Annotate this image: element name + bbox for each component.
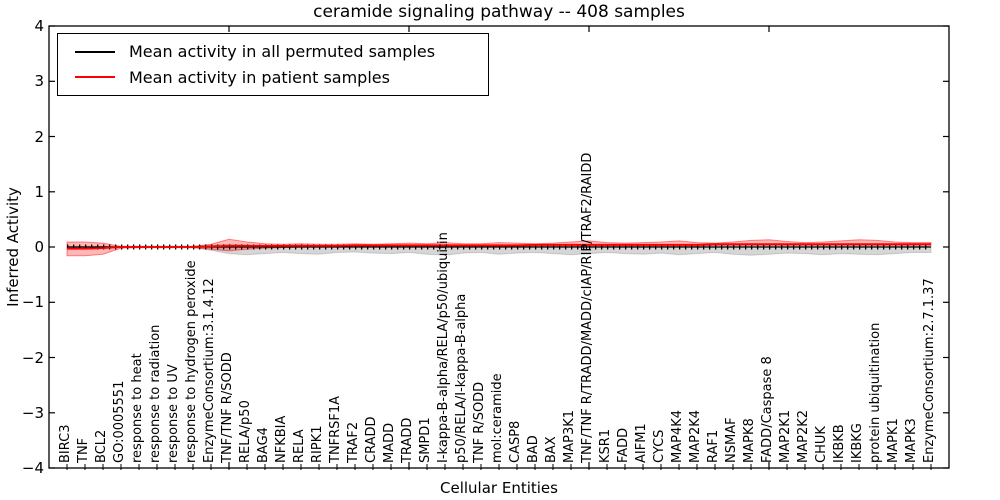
entity-label: MAP2K1 [778, 409, 793, 463]
entity-label: BIRC3 [58, 424, 73, 464]
entity-label: response to heat [130, 353, 145, 463]
entity-label: TNF [76, 437, 91, 463]
entity-label: MAPK1 [886, 418, 901, 463]
entity-label: MAPK3 [904, 418, 919, 463]
patient-mean-line [67, 243, 931, 250]
entity-label: TRAF2 [346, 421, 361, 463]
entity-label: IKBKB [832, 424, 847, 463]
entity-label: p50/RELA/I-kappa-B-alpha [454, 293, 469, 463]
entity-label: BAD [526, 435, 541, 463]
entity-label: MAP2K2 [796, 409, 811, 463]
legend-item-patient: Mean activity in patient samples [58, 68, 488, 87]
legend: Mean activity in all permuted samples Me… [57, 33, 489, 96]
entity-label: TNF/TNF R/TRADD/MADD/cIAP/RIP/TRAF2/RAID… [580, 152, 595, 463]
entity-label: MAP4K4 [670, 409, 685, 463]
entity-label: RELA/p50 [238, 400, 253, 463]
y-tick-label: 4 [34, 17, 44, 35]
entity-label: response to radiation [148, 324, 163, 463]
patient-line-swatch [75, 76, 115, 79]
entity-label: FADD [616, 427, 631, 463]
legend-item-label: Mean activity in patient samples [129, 67, 390, 87]
entity-label: AIFM1 [634, 423, 649, 463]
entity-label: TNF R/SODD [472, 381, 487, 463]
y-tick-label: −2 [21, 348, 44, 367]
entity-label: EnzymeConsortium:3.1.4.12 [202, 278, 217, 463]
entity-label: response to hydrogen peroxide [184, 260, 199, 463]
entity-label: GO:0005551 [112, 380, 127, 463]
entity-label: MAP3K1 [562, 409, 577, 463]
entity-label: MADD [382, 422, 397, 463]
entity-label: TRADD [400, 417, 415, 463]
x-axis-label: Cellular Entities [440, 479, 558, 497]
y-tick-label: 0 [34, 238, 44, 256]
entity-label: RAF1 [706, 429, 721, 463]
legend-item-label: Mean activity in all permuted samples [129, 42, 436, 62]
entity-label: RELA [292, 429, 307, 463]
entity-label: BAG4 [256, 427, 271, 463]
y-tick-label: 3 [34, 72, 44, 91]
entity-label: NFKBIA [274, 415, 289, 463]
entity-label: SMPD1 [418, 417, 433, 463]
permuted-line-swatch [75, 50, 115, 53]
legend-item-permuted: Mean activity in all permuted samples [58, 42, 488, 61]
y-tick-label: −4 [21, 459, 44, 477]
entity-label: IKBKG [850, 423, 865, 463]
entity-label: MAP2K4 [688, 409, 703, 463]
entity-label: TNFRSF1A [328, 395, 343, 463]
entity-label: BAX [544, 436, 559, 463]
entity-label: MAPK8 [742, 418, 757, 463]
chart-title: ceramide signaling pathway -- 408 sample… [313, 2, 685, 22]
entity-label: CASP8 [508, 420, 523, 463]
entity-label: BCL2 [94, 429, 109, 463]
entity-label: TNF/TNF R/SODD [220, 352, 235, 463]
entity-label: FADD/Caspase 8 [760, 356, 775, 463]
entity-label: NSMAF [724, 417, 739, 463]
entity-label: response to UV [166, 364, 181, 463]
y-tick-label: −1 [21, 293, 44, 312]
entity-label: CHUK [814, 426, 829, 463]
entity-label: I-kappa-B-alpha/RELA/p50/ubiquitin [436, 232, 451, 463]
entity-label: CYCS [652, 429, 667, 463]
y-tick-label: −3 [21, 403, 44, 422]
entity-label: CRADD [364, 416, 379, 464]
entity-label: protein ubiquitination [868, 322, 883, 463]
y-tick-label: 1 [34, 182, 44, 201]
y-tick-label: 2 [34, 127, 44, 146]
entity-label: mol:ceramide [490, 373, 505, 463]
entity-label: EnzymeConsortium:2.7.1.37 [922, 278, 937, 463]
entity-label: KSR1 [598, 428, 613, 463]
entity-label: RIPK1 [310, 425, 325, 463]
